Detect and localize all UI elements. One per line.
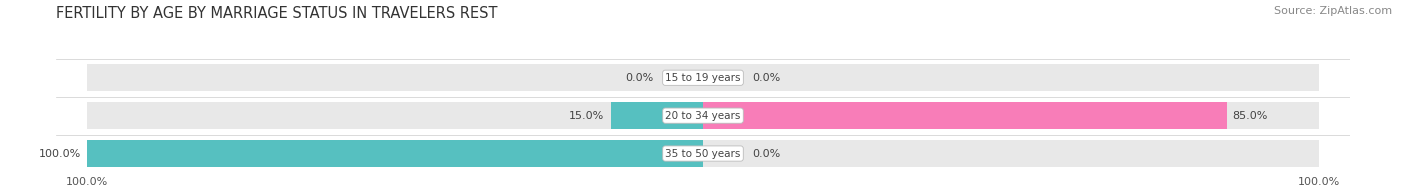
Text: 100.0%: 100.0%	[38, 149, 82, 159]
Text: 15.0%: 15.0%	[569, 111, 605, 121]
Text: 15 to 19 years: 15 to 19 years	[665, 73, 741, 83]
Text: Source: ZipAtlas.com: Source: ZipAtlas.com	[1274, 6, 1392, 16]
Text: 85.0%: 85.0%	[1233, 111, 1268, 121]
Text: 0.0%: 0.0%	[752, 149, 780, 159]
Bar	[703, 102, 1319, 129]
Bar	[87, 102, 703, 129]
Bar	[703, 64, 1319, 91]
Text: FERTILITY BY AGE BY MARRIAGE STATUS IN TRAVELERS REST: FERTILITY BY AGE BY MARRIAGE STATUS IN T…	[56, 6, 498, 21]
Text: 0.0%: 0.0%	[752, 73, 780, 83]
Text: 20 to 34 years: 20 to 34 years	[665, 111, 741, 121]
Bar	[87, 140, 703, 167]
Text: 0.0%: 0.0%	[626, 73, 654, 83]
Bar	[703, 140, 1319, 167]
Bar	[87, 64, 703, 91]
Bar	[703, 102, 1226, 129]
Bar	[610, 102, 703, 129]
Bar	[87, 140, 703, 167]
Text: 35 to 50 years: 35 to 50 years	[665, 149, 741, 159]
